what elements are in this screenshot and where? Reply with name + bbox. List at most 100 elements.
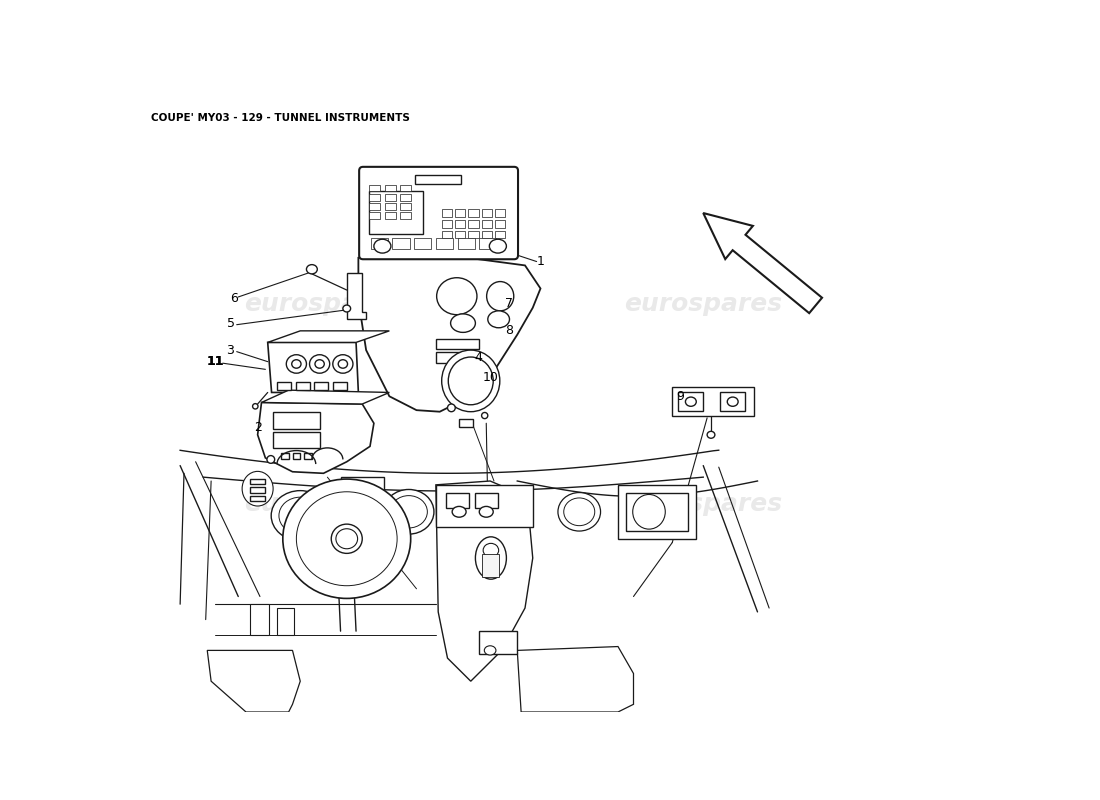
Ellipse shape bbox=[452, 506, 466, 517]
Bar bbox=[436, 485, 532, 527]
Text: eurospares: eurospares bbox=[624, 292, 782, 316]
Ellipse shape bbox=[442, 350, 499, 412]
Bar bbox=[370, 185, 381, 191]
Bar bbox=[442, 230, 452, 238]
Bar bbox=[495, 220, 505, 228]
Bar bbox=[393, 238, 409, 250]
Ellipse shape bbox=[482, 413, 487, 418]
Bar bbox=[400, 194, 411, 201]
Bar bbox=[458, 238, 474, 250]
Ellipse shape bbox=[307, 265, 317, 274]
Bar bbox=[482, 209, 492, 217]
Text: 11: 11 bbox=[207, 355, 223, 368]
Bar bbox=[239, 650, 277, 678]
Polygon shape bbox=[267, 342, 359, 393]
Ellipse shape bbox=[451, 314, 475, 332]
Text: 2: 2 bbox=[254, 421, 262, 434]
Bar bbox=[370, 191, 424, 234]
Bar bbox=[415, 238, 431, 250]
Ellipse shape bbox=[449, 357, 493, 405]
Text: 7: 7 bbox=[506, 298, 514, 310]
Bar bbox=[672, 387, 754, 416]
Ellipse shape bbox=[253, 404, 258, 409]
Bar bbox=[277, 608, 294, 635]
Bar bbox=[385, 212, 396, 219]
Text: COUPE' MY03 - 129 - TUNNEL INSTRUMENTS: COUPE' MY03 - 129 - TUNNEL INSTRUMENTS bbox=[152, 113, 410, 123]
Ellipse shape bbox=[286, 354, 307, 373]
Bar bbox=[250, 478, 265, 484]
Ellipse shape bbox=[558, 493, 601, 531]
Ellipse shape bbox=[727, 397, 738, 406]
Bar bbox=[459, 419, 473, 427]
Ellipse shape bbox=[343, 305, 351, 312]
Text: 8: 8 bbox=[506, 324, 514, 338]
Ellipse shape bbox=[315, 360, 324, 368]
Ellipse shape bbox=[448, 404, 455, 412]
Bar bbox=[442, 209, 452, 217]
Bar bbox=[415, 174, 462, 184]
Bar bbox=[618, 485, 695, 538]
Bar bbox=[483, 554, 499, 578]
Bar bbox=[436, 338, 478, 350]
Polygon shape bbox=[359, 254, 540, 412]
Bar bbox=[720, 393, 745, 411]
Bar bbox=[474, 493, 498, 508]
Bar bbox=[455, 230, 465, 238]
Polygon shape bbox=[346, 273, 366, 319]
Ellipse shape bbox=[480, 506, 493, 517]
Bar bbox=[304, 453, 312, 458]
Bar bbox=[495, 230, 505, 238]
Text: 4: 4 bbox=[474, 351, 483, 364]
Bar bbox=[455, 209, 465, 217]
Ellipse shape bbox=[338, 360, 348, 368]
Ellipse shape bbox=[242, 471, 273, 506]
Ellipse shape bbox=[563, 498, 595, 526]
Polygon shape bbox=[257, 402, 374, 474]
Bar bbox=[296, 382, 309, 390]
Bar bbox=[385, 194, 396, 201]
Ellipse shape bbox=[309, 354, 330, 373]
Ellipse shape bbox=[490, 239, 506, 253]
Bar bbox=[250, 487, 265, 493]
Bar bbox=[273, 433, 320, 448]
Ellipse shape bbox=[390, 496, 427, 528]
Bar bbox=[385, 185, 396, 191]
Bar bbox=[436, 238, 453, 250]
Ellipse shape bbox=[632, 494, 666, 529]
Bar bbox=[371, 238, 388, 250]
Bar bbox=[370, 212, 381, 219]
Text: 9: 9 bbox=[676, 390, 684, 403]
Text: 5: 5 bbox=[227, 317, 234, 330]
Ellipse shape bbox=[475, 537, 506, 579]
Ellipse shape bbox=[283, 479, 410, 598]
Bar bbox=[370, 203, 381, 210]
Bar bbox=[400, 212, 411, 219]
Ellipse shape bbox=[292, 360, 301, 368]
Ellipse shape bbox=[437, 278, 477, 314]
Text: 11: 11 bbox=[207, 355, 223, 368]
Bar bbox=[455, 220, 465, 228]
Polygon shape bbox=[436, 481, 532, 682]
Text: eurospares: eurospares bbox=[624, 492, 782, 516]
Text: eurospares: eurospares bbox=[244, 492, 403, 516]
Text: 3: 3 bbox=[227, 344, 234, 357]
Ellipse shape bbox=[384, 490, 433, 534]
Bar bbox=[273, 412, 320, 429]
Ellipse shape bbox=[487, 311, 509, 328]
Polygon shape bbox=[207, 650, 300, 712]
Bar bbox=[478, 631, 517, 654]
Bar bbox=[385, 203, 396, 210]
Text: 10: 10 bbox=[482, 370, 498, 383]
Ellipse shape bbox=[279, 497, 321, 534]
Bar bbox=[341, 477, 384, 506]
Bar bbox=[250, 604, 270, 635]
Bar bbox=[626, 493, 688, 531]
Bar bbox=[469, 220, 478, 228]
Ellipse shape bbox=[336, 529, 358, 549]
Bar bbox=[277, 382, 290, 390]
Ellipse shape bbox=[484, 646, 496, 655]
Polygon shape bbox=[262, 390, 389, 404]
Ellipse shape bbox=[483, 543, 498, 558]
Polygon shape bbox=[267, 331, 389, 342]
Ellipse shape bbox=[267, 455, 275, 463]
